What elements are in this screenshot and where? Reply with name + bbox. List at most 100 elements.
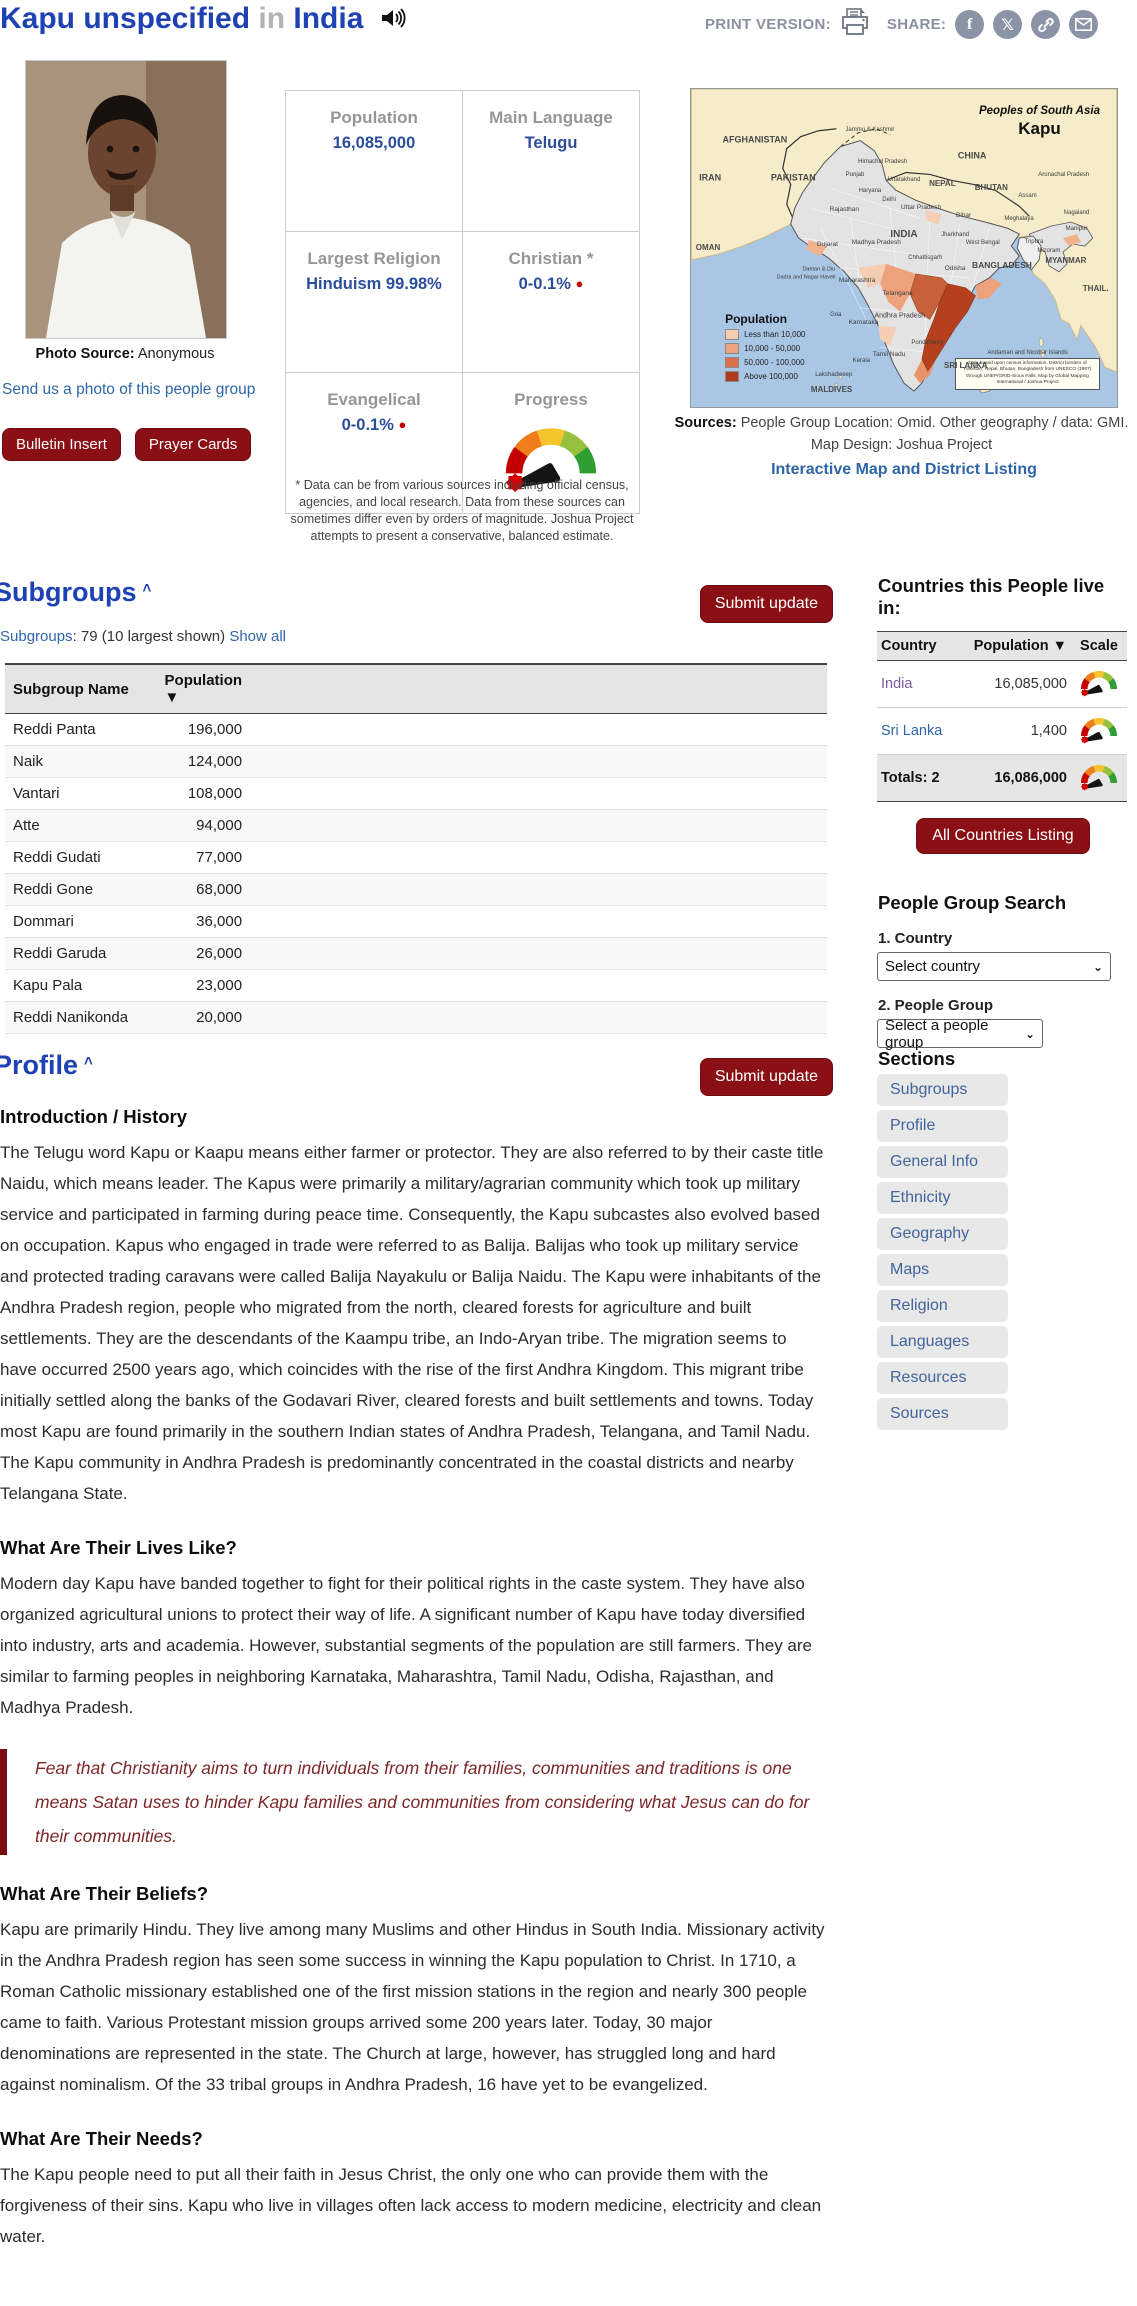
map-label: Mizoram [1037, 248, 1061, 255]
sidebar-item-maps[interactable]: Maps [877, 1254, 1008, 1286]
sidebar-item-languages[interactable]: Languages [877, 1326, 1008, 1358]
map-label: IRAN [699, 172, 722, 183]
countries-heading: Countries this People live in: [878, 575, 1105, 618]
country-link-india[interactable]: India [881, 676, 913, 692]
sidebar-item-general-info[interactable]: General Info [877, 1146, 1008, 1178]
prayer-quote: Fear that Christianity aims to turn indi… [0, 1749, 827, 1855]
photo-source-value: Anonymous [137, 346, 215, 362]
share-email-icon[interactable] [1069, 10, 1099, 39]
table-row: Atte 94,000 [5, 809, 827, 842]
legend-label-3: 50,000 - 100,000 [744, 357, 805, 367]
map-label: Madhya Pradesh [851, 238, 901, 246]
subgroups-count: : 79 (10 largest shown) [72, 628, 230, 645]
col-country-population[interactable]: Population ▼ [955, 631, 1071, 661]
map-label: Dadra and Nagar Haveli [776, 274, 836, 281]
submit-update-button[interactable]: Submit update [699, 585, 833, 623]
map-note: Data based upon census information. Dist… [955, 357, 1100, 390]
country-select[interactable]: Select country ⌄ [877, 952, 1111, 981]
people-group-field-label: 2. People Group [878, 997, 994, 1014]
col-subgroup-name[interactable]: Subgroup Name [5, 663, 157, 714]
totals-row: Totals: 2 16,086,000 [877, 754, 1127, 802]
people-group-name: Kapu unspecified [0, 2, 251, 35]
map-label: Tamil Nadu [872, 350, 906, 358]
sources-label: Sources: [674, 415, 737, 431]
subgroups-table: Subgroup Name Population ▼ Reddi Panta 19… [5, 663, 827, 1034]
subgroups-meta-link[interactable]: Subgroups [0, 628, 73, 645]
speaker-icon[interactable] [380, 4, 406, 38]
show-all-link[interactable]: Show all [229, 628, 287, 645]
sidebar-item-ethnicity[interactable]: Ethnicity [877, 1182, 1008, 1214]
language-label: Main Language [489, 108, 613, 127]
map-label: MYANMAR [1045, 255, 1087, 265]
all-countries-button[interactable]: All Countries Listing [916, 818, 1090, 854]
people-group-select[interactable]: Select a people group ⌄ [877, 1017, 1043, 1051]
table-row: Reddi Garuda 26,000 [5, 937, 827, 970]
sidebar-item-religion[interactable]: Religion [877, 1290, 1008, 1322]
map-label: Telangana [882, 289, 913, 297]
south-asia-map-graphic [691, 89, 1117, 407]
chevron-down-icon: ⌄ [1024, 1026, 1035, 1041]
sidebar-item-resources[interactable]: Resources [877, 1362, 1008, 1394]
share-link-icon[interactable] [1031, 10, 1061, 39]
map-label: THAIL. [1082, 284, 1109, 294]
beliefs-heading: What Are Their Beliefs? [0, 1883, 208, 1904]
interactive-map-link[interactable]: Interactive Map and District Listing [771, 461, 1037, 478]
map-label: Kerala [852, 357, 871, 364]
country-row: India 16,085,000 [877, 660, 1127, 708]
submit-update-button[interactable]: Submit update [699, 1058, 833, 1096]
map-label: Nagaland [1063, 210, 1090, 217]
map-label: BANGLADESH [971, 260, 1032, 271]
profile-body: Introduction / History The Telugu word K… [0, 1105, 827, 2252]
map-label: Bihar [956, 211, 972, 219]
countries-table: Country Population ▼ Scale India 16,085,… [877, 631, 1127, 802]
legend-label-4: Above 100,000 [744, 371, 798, 381]
bulletin-insert-button[interactable]: Bulletin Insert [2, 428, 121, 461]
christian-value: 0-0.1% [518, 275, 571, 293]
country-link-sri-lanka[interactable]: Sri Lanka [881, 723, 943, 739]
prayer-cards-button[interactable]: Prayer Cards [134, 428, 252, 461]
map-label: CHINA [957, 150, 987, 161]
col-population[interactable]: Population ▼ [156, 663, 251, 714]
sidebar-item-subgroups[interactable]: Subgroups [877, 1074, 1008, 1106]
table-row: Kapu Pala 23,000 [5, 969, 827, 1002]
map-legend: Population Less than 10,000 10,000 - 50,… [725, 312, 805, 382]
printer-icon[interactable] [840, 8, 870, 41]
christian-label: Christian * [508, 249, 594, 268]
sidebar-item-geography[interactable]: Geography [877, 1218, 1008, 1250]
map-label: Manipur [1065, 225, 1088, 232]
sidebar-item-sources[interactable]: Sources [877, 1398, 1008, 1430]
photo-source-line: Photo Source: Anonymous [0, 346, 250, 362]
map-title-series: Peoples of South Asia [978, 104, 1100, 117]
stat-evangelical: Evangelical 0-0.1% ● [285, 372, 463, 514]
send-photo-link[interactable]: Send us a photo of this people group [2, 381, 256, 398]
language-value[interactable]: Telugu [524, 134, 578, 152]
legend-swatch-3 [725, 356, 740, 368]
evangelical-label: Evangelical [327, 390, 421, 409]
profile-heading[interactable]: Profile ˄ [0, 1050, 93, 1080]
sections-heading: Sections [878, 1048, 956, 1069]
legend-swatch-2 [725, 342, 740, 354]
map-title: Peoples of South Asia Kapu [979, 105, 1100, 139]
table-row: Reddi Gudati 77,000 [5, 841, 827, 874]
subgroups-heading[interactable]: Subgroups ˄ [0, 577, 152, 607]
col-country[interactable]: Country [877, 631, 956, 661]
profile-section: Profile ˄ Submit update Introduction / Hi… [0, 1050, 833, 2262]
stats-table: Population 16,085,000 Main Language Telu… [285, 90, 640, 514]
map-label: MALDIVES [810, 384, 853, 394]
map-label: INDIA [890, 229, 918, 241]
scale-gauge-icon [1078, 760, 1120, 792]
map-label: Goa [830, 311, 842, 318]
map-label: NEPAL [929, 179, 956, 189]
share-x-icon[interactable]: 𝕏 [993, 10, 1023, 39]
header-actions: PRINT VERSION: SHARE: f 𝕏 [705, 8, 1099, 41]
map-label: Daman & Diu [802, 266, 836, 273]
sidebar-item-profile[interactable]: Profile [877, 1110, 1008, 1142]
map-label: Jharkhand [941, 232, 970, 239]
people-group-search-heading: People Group Search [878, 892, 1067, 913]
needs-heading: What Are Their Needs? [0, 2128, 203, 2149]
map-label: Andhra Pradesh [874, 312, 926, 320]
scale-gauge-icon [1078, 666, 1120, 698]
share-facebook-icon[interactable]: f [955, 10, 985, 39]
map-label: Gujarat [816, 240, 838, 248]
intro-history-text: The Telugu word Kapu or Kaapu means eith… [0, 1143, 824, 1503]
